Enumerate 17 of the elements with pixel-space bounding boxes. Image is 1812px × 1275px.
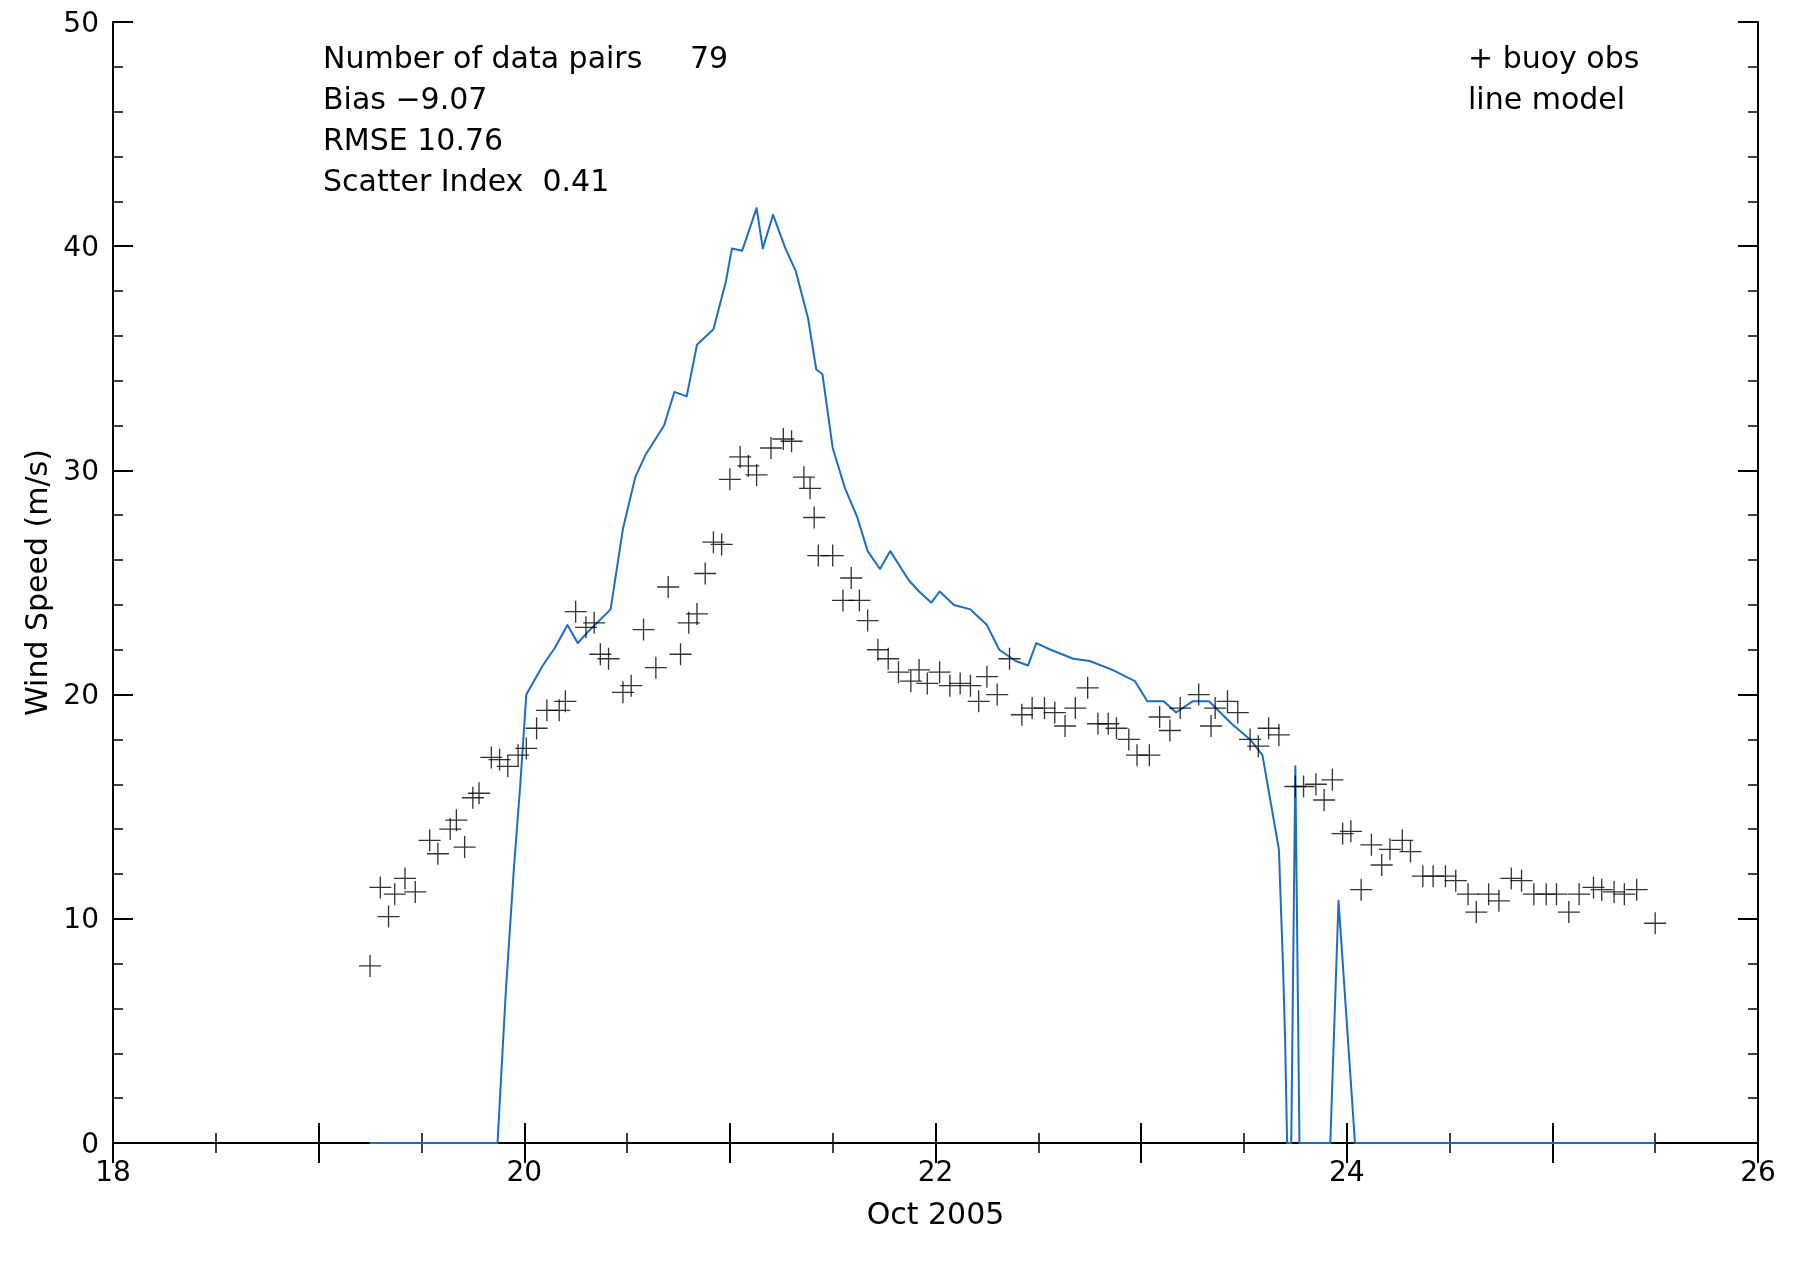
y-tick-label: 40: [63, 229, 99, 263]
x-tick-label: 24: [1328, 1154, 1365, 1188]
y-axis-title: Wind Speed (m/s): [18, 449, 54, 716]
y-tick-label: 20: [63, 678, 99, 712]
y-tick-label: 10: [63, 902, 99, 936]
x-axis-title: Oct 2005: [866, 1195, 1005, 1231]
annotation: + buoy obs: [1468, 39, 1640, 75]
annotation: RMSE 10.76: [323, 121, 504, 157]
x-tick-label: 26: [1740, 1154, 1776, 1188]
y-tick-label: 30: [63, 453, 99, 487]
y-tick-label: 50: [63, 5, 99, 39]
annotation: line model: [1468, 80, 1626, 116]
annotation: Bias −9.07: [323, 80, 488, 116]
x-tick-label: 22: [917, 1154, 954, 1188]
x-tick-label: 20: [506, 1154, 543, 1188]
annotation: Scatter Index 0.41: [323, 162, 610, 198]
annotation: Number of data pairs 79: [323, 39, 729, 75]
